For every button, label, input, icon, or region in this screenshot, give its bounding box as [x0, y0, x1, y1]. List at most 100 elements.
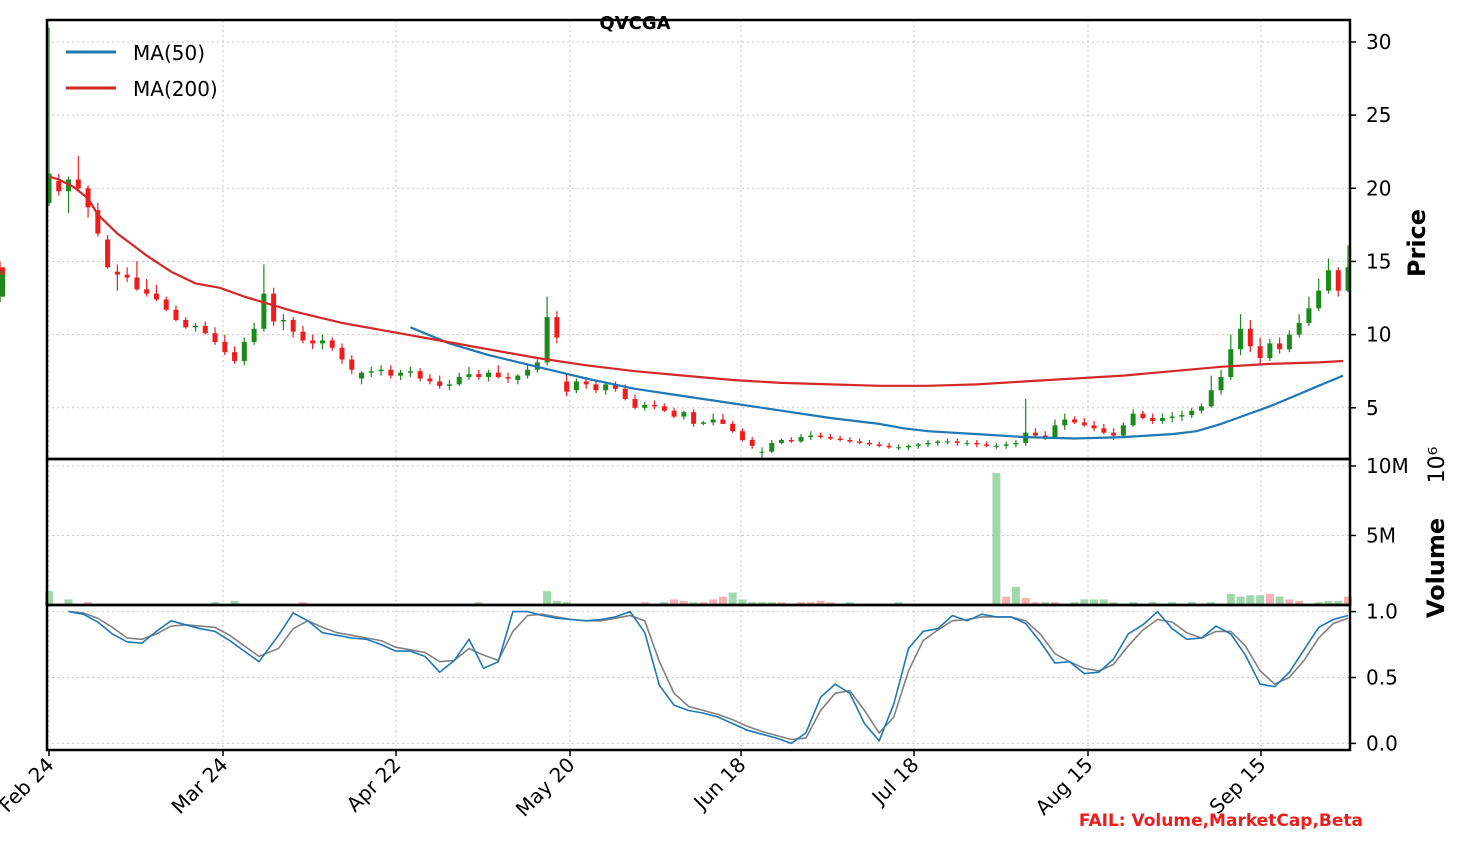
- volume-bar: [1275, 596, 1284, 605]
- candle-body: [1072, 419, 1078, 423]
- candle-body: [1296, 322, 1302, 335]
- candle-body: [1130, 413, 1136, 426]
- candle-body: [378, 369, 384, 372]
- candle-body: [212, 333, 218, 342]
- axis-ticks: 5 10 15 20 25 30 5M 10M 0.0 0.5 1.0 Feb 24 Mar 24 Apr…: [0, 30, 1409, 821]
- candle-body: [1169, 416, 1175, 419]
- volume-bar: [552, 600, 561, 605]
- volume-bar: [797, 602, 806, 605]
- candle-body: [1267, 343, 1273, 359]
- candle-body: [808, 435, 814, 438]
- volume-bar: [767, 602, 776, 605]
- candle-body: [1062, 419, 1068, 426]
- candle-body: [730, 423, 736, 432]
- candle-body: [427, 378, 433, 382]
- candle-body: [866, 442, 872, 445]
- volume-bar: [230, 600, 239, 605]
- candle-body: [847, 439, 853, 442]
- candle-body: [661, 406, 667, 411]
- volume-bar: [992, 472, 1001, 605]
- candle-body: [46, 173, 52, 203]
- candle-body: [437, 381, 443, 386]
- candle-body: [671, 410, 677, 417]
- volume-bar: [1148, 602, 1157, 605]
- candle-body: [779, 439, 785, 443]
- volume-bar: [1109, 602, 1118, 605]
- candle-body: [241, 341, 247, 361]
- candle-body: [749, 439, 755, 446]
- x-tick-label: Mar 24: [166, 753, 232, 819]
- volume-bar: [1021, 598, 1030, 605]
- candle-body: [652, 404, 658, 407]
- candle-body: [349, 359, 355, 370]
- candle-body: [876, 444, 882, 446]
- x-tick-label: Feb 24: [0, 753, 59, 818]
- volume-bar: [826, 602, 835, 605]
- candle-body: [1101, 428, 1107, 433]
- candle-body: [954, 441, 960, 443]
- chart-title: QVCGA: [599, 13, 670, 34]
- volume-tick-label: 5M: [1366, 523, 1396, 547]
- candle-body: [984, 444, 990, 446]
- candle-body: [290, 319, 296, 332]
- volume-bar: [640, 602, 649, 605]
- candle-body: [554, 317, 560, 338]
- candle-body: [261, 293, 267, 329]
- volume-bar: [679, 600, 688, 605]
- candle-body: [759, 451, 765, 453]
- ma50-line: [409, 326, 1344, 440]
- panel-frames: [45, 18, 1352, 752]
- candle-body: [105, 239, 111, 268]
- candle-body: [329, 340, 335, 348]
- candle-body: [827, 437, 833, 439]
- x-tick-label: May 20: [511, 753, 580, 822]
- candle-body: [925, 442, 931, 445]
- volume-bar: [806, 602, 815, 605]
- candle-body: [710, 419, 716, 423]
- candle-body: [495, 372, 501, 378]
- volume-bar: [1041, 602, 1050, 605]
- candle-body: [1286, 334, 1292, 350]
- oscillator-tick-label: 0.0: [1366, 731, 1398, 755]
- candle-body: [1218, 377, 1224, 391]
- candle-body: [222, 341, 228, 353]
- volume-bar: [757, 602, 766, 605]
- volume-bar: [894, 602, 903, 605]
- candlesticks: [0, 27, 1351, 458]
- candle-body: [202, 325, 208, 334]
- candle-body: [1345, 267, 1351, 291]
- candle-body: [339, 347, 345, 360]
- candle-body: [896, 447, 902, 449]
- candle-body: [593, 384, 599, 391]
- candle-body: [505, 377, 511, 379]
- candle-body: [486, 372, 492, 378]
- candle-body: [573, 381, 579, 391]
- volume-bar: [84, 602, 93, 605]
- candle-body: [0, 267, 5, 274]
- candle-body: [124, 274, 130, 278]
- candle-body: [1159, 418, 1165, 421]
- candle-body: [1179, 415, 1185, 417]
- x-tick-label: Apr 22: [342, 753, 406, 817]
- candle-body: [681, 412, 687, 417]
- candle-body: [612, 384, 618, 389]
- volume-bar: [1285, 599, 1294, 605]
- volume-bar: [660, 602, 669, 605]
- candle-body: [0, 289, 5, 293]
- oscillator-tick-label: 0.5: [1366, 666, 1398, 690]
- volume-bar: [45, 591, 53, 605]
- candle-body: [1228, 349, 1234, 378]
- candle-body: [144, 289, 150, 294]
- price-tick-label: 30: [1366, 30, 1391, 54]
- candle-body: [183, 319, 189, 328]
- oscillator-lines: [68, 610, 1349, 745]
- candle-body: [300, 331, 306, 341]
- fail-note: FAIL: Volume,MarketCap,Beta: [1079, 811, 1363, 831]
- candle-body: [163, 299, 169, 310]
- candle-body: [280, 319, 286, 322]
- candle-body: [1306, 308, 1312, 323]
- candle-body: [1316, 290, 1322, 309]
- candle-body: [564, 381, 570, 392]
- volume-bar: [1002, 596, 1011, 605]
